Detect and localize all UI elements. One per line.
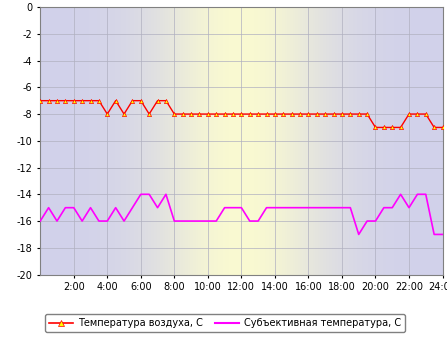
Legend: Температура воздуха, С, Субъективная температура, С: Температура воздуха, С, Субъективная тем… bbox=[45, 314, 405, 332]
